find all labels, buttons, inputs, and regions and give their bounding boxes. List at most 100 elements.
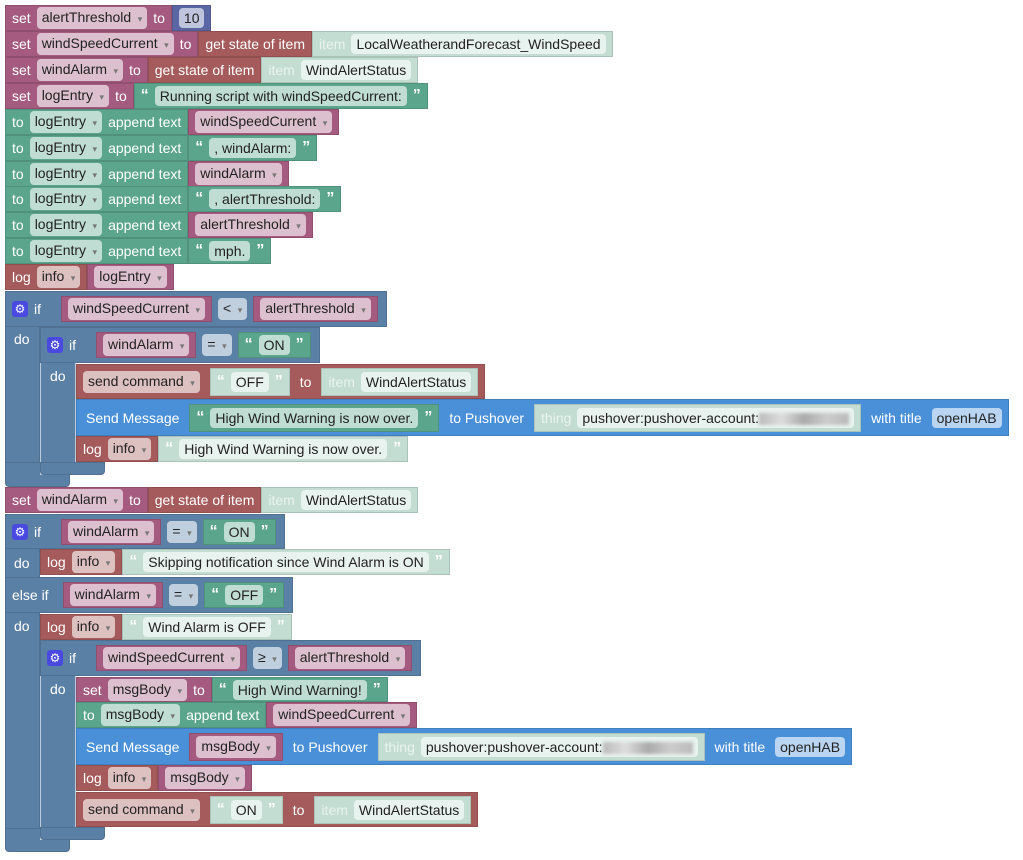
variable-dropdown[interactable]: msgBody bbox=[100, 704, 181, 726]
variable-dropdown[interactable]: alertThreshold bbox=[36, 7, 148, 29]
text-field[interactable]: , alertThreshold: bbox=[209, 189, 321, 209]
log-level-dropdown[interactable]: info bbox=[36, 266, 81, 288]
variable-dropdown[interactable]: msgBody bbox=[196, 735, 276, 758]
send-command-block[interactable]: send command “ OFF ” to item WindAlertStatu… bbox=[76, 364, 486, 399]
append-text-block[interactable]: to logEntry append text “ , alertThreshold:… bbox=[5, 186, 342, 212]
append-text-block[interactable]: to logEntry append text alertThreshold bbox=[5, 212, 313, 238]
text-field[interactable]: , windAlarm: bbox=[209, 138, 297, 158]
nested-if-block[interactable]: ⚙ if windSpeedCurrent ≥ alertThreshold bbox=[40, 640, 422, 676]
variable-dropdown[interactable]: msgBody bbox=[165, 767, 245, 789]
variable-dropdown[interactable]: windSpeedCurrent bbox=[36, 33, 174, 55]
variable-dropdown[interactable]: alertThreshold bbox=[195, 214, 306, 236]
send-message-block[interactable]: Send Message “ High Wind Warning is now o… bbox=[76, 399, 1009, 436]
log-level-dropdown[interactable]: info bbox=[71, 616, 116, 638]
text-field[interactable]: High Wind Warning! bbox=[232, 679, 367, 700]
text-field[interactable]: ON bbox=[223, 521, 255, 542]
send-message-block[interactable]: Send Message msgBody to Pushover thingpu… bbox=[76, 728, 853, 765]
append-text-block[interactable]: to logEntry append text windSpeedCurrent bbox=[5, 109, 340, 135]
variable-dropdown[interactable]: logEntry bbox=[29, 137, 103, 159]
variable-dropdown[interactable]: alertThreshold bbox=[260, 298, 371, 320]
set-msgBody-block[interactable]: set msgBody to “ High Wind Warning! ” bbox=[76, 677, 388, 702]
variable-dropdown[interactable]: logEntry bbox=[94, 266, 167, 288]
quote-open-icon: “ bbox=[209, 522, 218, 540]
set-windAlarm-block[interactable]: set windAlarm to get state of item item Win… bbox=[5, 57, 419, 83]
append-text-block[interactable]: to logEntry append text “ , windAlarm: ” bbox=[5, 135, 318, 161]
text-field[interactable]: Skipping notification since Wind Alarm i… bbox=[143, 552, 429, 572]
text-field[interactable]: OFF bbox=[225, 585, 264, 605]
else-if-row[interactable]: else if windAlarm = “ OFF ” bbox=[5, 577, 294, 613]
item-field[interactable]: LocalWeatherandForecast_WindSpeed bbox=[351, 34, 606, 54]
quote-close-icon: ” bbox=[260, 522, 269, 540]
command-dropdown[interactable]: send command bbox=[83, 370, 200, 393]
title-field[interactable]: openHAB bbox=[931, 407, 1002, 428]
item-field[interactable]: WindAlertStatus bbox=[300, 60, 412, 80]
operator-dropdown[interactable]: = bbox=[167, 520, 197, 543]
operator-dropdown[interactable]: = bbox=[202, 334, 232, 356]
variable-dropdown[interactable]: logEntry bbox=[29, 111, 103, 133]
set-alertThreshold-block[interactable]: set alertThreshold to 10 bbox=[5, 5, 212, 31]
variable-dropdown[interactable]: windSpeedCurrent bbox=[68, 298, 205, 320]
quote-close-icon: ” bbox=[274, 372, 283, 390]
variable-dropdown[interactable]: windSpeedCurrent bbox=[103, 647, 240, 669]
kw: to bbox=[193, 681, 205, 698]
variable-dropdown[interactable]: logEntry bbox=[29, 214, 103, 236]
nested-if-block[interactable]: ⚙ if windAlarm = “ ON ” bbox=[40, 327, 320, 363]
if-block[interactable]: ⚙ if windSpeedCurrent < alertThreshold bbox=[5, 291, 387, 327]
send-command-block[interactable]: send command “ ON ” to item WindAlertStatus bbox=[76, 792, 479, 827]
item-field[interactable]: WindAlertStatus bbox=[300, 490, 412, 510]
item-field[interactable]: WindAlertStatus bbox=[353, 799, 465, 820]
gear-icon[interactable]: ⚙ bbox=[12, 523, 28, 540]
variable-dropdown[interactable]: windAlarm bbox=[36, 59, 124, 81]
text-field[interactable]: High Wind Warning is now over. bbox=[210, 407, 419, 428]
text-field[interactable]: Running script with windSpeedCurrent: bbox=[154, 86, 407, 106]
item-field[interactable]: WindAlertStatus bbox=[360, 371, 472, 392]
quote-open-icon: “ bbox=[244, 336, 253, 353]
text-field[interactable]: mph. bbox=[209, 241, 251, 261]
variable-dropdown[interactable]: logEntry bbox=[29, 163, 103, 185]
append-text-block[interactable]: to logEntry append text windAlarm bbox=[5, 161, 289, 187]
variable-dropdown[interactable]: logEntry bbox=[36, 85, 110, 107]
set-windAlarm-block[interactable]: set windAlarm to get state of item item Win… bbox=[5, 487, 419, 513]
variable-dropdown[interactable]: windSpeedCurrent bbox=[273, 704, 411, 726]
variable-dropdown[interactable]: msgBody bbox=[107, 678, 188, 701]
variable-dropdown[interactable]: alertThreshold bbox=[294, 647, 406, 669]
command-dropdown[interactable]: send command bbox=[83, 798, 200, 821]
variable-dropdown[interactable]: windAlarm bbox=[103, 334, 190, 356]
append-text-block[interactable]: to msgBody append text windSpeedCurrent bbox=[76, 702, 418, 728]
log-level-dropdown[interactable]: info bbox=[107, 767, 152, 789]
text-field[interactable]: Wind Alarm is OFF bbox=[143, 617, 271, 637]
variable-dropdown[interactable]: windAlarm bbox=[68, 520, 155, 543]
set-windSpeedCurrent-block[interactable]: setwindSpeedCurrentto get state of item … bbox=[5, 31, 613, 57]
variable-dropdown[interactable]: windAlarm bbox=[195, 163, 282, 185]
gear-icon[interactable]: ⚙ bbox=[12, 301, 28, 317]
gear-icon[interactable]: ⚙ bbox=[47, 337, 63, 353]
text-field[interactable]: ON bbox=[258, 335, 290, 355]
gear-icon[interactable]: ⚙ bbox=[47, 650, 63, 666]
variable-dropdown[interactable]: windAlarm bbox=[69, 584, 156, 606]
operator-dropdown[interactable]: ≥ bbox=[253, 647, 282, 669]
if-block[interactable]: ⚙ if windAlarm = “ ON ” bbox=[5, 514, 285, 549]
append-text-block[interactable]: to logEntry append text “ mph. ” bbox=[5, 238, 272, 264]
thing-field[interactable]: pushover:pushover-account: bbox=[577, 407, 855, 428]
text-field[interactable]: OFF bbox=[230, 371, 269, 392]
operator-dropdown[interactable]: = bbox=[168, 584, 199, 606]
variable-dropdown[interactable]: logEntry bbox=[29, 188, 103, 210]
set-logEntry-block[interactable]: set logEntry to “ Running script with windS… bbox=[5, 83, 428, 109]
title-field[interactable]: openHAB bbox=[775, 736, 846, 757]
log-level-dropdown[interactable]: info bbox=[71, 551, 116, 573]
quote-close-icon: ” bbox=[326, 190, 335, 207]
variable-dropdown[interactable]: windSpeedCurrent bbox=[195, 111, 333, 133]
number-field[interactable]: 10 bbox=[178, 8, 205, 28]
variable-dropdown[interactable]: windAlarm bbox=[36, 489, 124, 511]
thing-field[interactable]: pushover:pushover-account: bbox=[420, 736, 698, 757]
variable-dropdown[interactable]: logEntry bbox=[29, 240, 103, 262]
operator-dropdown[interactable]: < bbox=[218, 298, 248, 320]
text-field[interactable]: ON bbox=[230, 799, 262, 820]
log-level-dropdown[interactable]: info bbox=[107, 438, 152, 460]
text-field[interactable]: High Wind Warning is now over. bbox=[179, 439, 388, 459]
